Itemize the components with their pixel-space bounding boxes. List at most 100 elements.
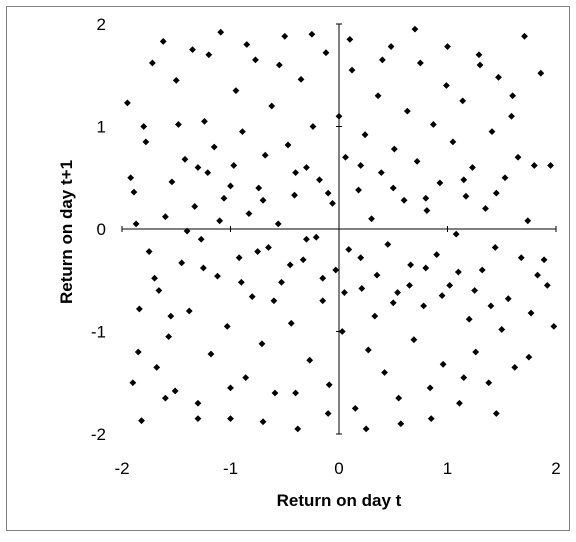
data-point: [525, 353, 533, 361]
data-point: [478, 266, 486, 274]
data-point: [159, 38, 167, 45]
data-point: [379, 56, 386, 64]
data-point: [252, 56, 259, 64]
data-point: [329, 199, 336, 207]
data-point: [259, 196, 267, 204]
data-point: [138, 417, 145, 425]
data-point: [426, 384, 434, 392]
data-point: [384, 240, 392, 248]
data-point: [517, 254, 525, 262]
data-point: [485, 379, 493, 387]
data-point: [465, 315, 473, 323]
y-tick-label: 0: [97, 220, 106, 239]
data-point: [127, 174, 135, 182]
data-point: [167, 312, 175, 320]
data-point: [395, 394, 403, 402]
data-point: [303, 235, 310, 243]
data-point: [204, 169, 212, 177]
data-point: [488, 128, 496, 136]
data-point: [194, 415, 202, 423]
y-axis-title: Return on day t+1: [57, 160, 76, 304]
data-point: [355, 186, 362, 194]
data-point: [309, 123, 317, 130]
data-point: [286, 261, 294, 269]
data-point: [292, 389, 299, 397]
data-point: [316, 176, 323, 184]
data-point: [345, 246, 353, 253]
data-point: [456, 399, 463, 407]
data-point: [348, 66, 356, 74]
data-point: [324, 410, 332, 417]
data-point: [351, 404, 359, 412]
data-point: [245, 210, 253, 218]
data-point: [227, 415, 234, 423]
data-point: [235, 254, 243, 262]
data-point: [540, 256, 548, 264]
points-layer: [124, 25, 558, 433]
data-point: [416, 59, 424, 67]
data-point: [332, 266, 340, 274]
data-point: [223, 322, 231, 330]
data-point: [216, 217, 224, 225]
data-point: [514, 153, 522, 161]
data-point: [377, 169, 385, 177]
data-point: [172, 76, 180, 84]
data-point: [130, 188, 138, 196]
data-point: [530, 162, 538, 169]
data-point: [171, 387, 179, 395]
data-point: [243, 41, 251, 48]
x-tick-label: 2: [551, 459, 560, 478]
data-point: [547, 162, 554, 169]
data-point: [403, 107, 411, 115]
data-point: [227, 182, 234, 190]
data-point: [191, 203, 199, 210]
data-point: [132, 220, 140, 228]
data-point: [255, 184, 263, 192]
data-point: [268, 102, 276, 110]
y-tick-label: 2: [97, 15, 106, 34]
data-point: [423, 207, 431, 214]
data-point: [400, 196, 408, 204]
data-point: [357, 162, 365, 169]
data-point: [248, 293, 256, 301]
data-point: [420, 302, 428, 310]
data-point: [338, 328, 346, 335]
data-point: [319, 274, 327, 282]
data-point: [491, 244, 499, 251]
data-point: [148, 59, 156, 67]
data-point: [194, 399, 202, 407]
data-point: [322, 49, 330, 57]
data-point: [319, 297, 327, 305]
data-point: [292, 169, 299, 177]
data-point: [373, 271, 381, 279]
data-point: [258, 340, 266, 348]
data-point: [227, 384, 234, 392]
data-point: [271, 389, 279, 397]
data-point: [155, 287, 163, 294]
data-point: [299, 256, 307, 264]
data-point: [151, 274, 158, 282]
chart-frame: [6, 6, 570, 531]
data-point: [274, 220, 282, 228]
data-point: [165, 333, 173, 341]
data-point: [254, 248, 262, 255]
data-point: [181, 155, 189, 163]
data-point: [482, 205, 489, 212]
data-point: [389, 299, 397, 307]
data-point: [325, 381, 333, 389]
x-tick-label: 1: [443, 459, 452, 478]
data-point: [469, 164, 476, 171]
data-point: [527, 309, 535, 317]
data-point: [275, 61, 283, 69]
data-point: [387, 43, 395, 50]
data-point: [543, 281, 551, 289]
data-point: [413, 157, 421, 165]
data-point: [278, 278, 285, 286]
data-point: [361, 131, 369, 139]
data-point: [153, 363, 161, 371]
data-point: [454, 268, 462, 276]
data-point: [205, 51, 213, 59]
data-point: [220, 194, 228, 202]
